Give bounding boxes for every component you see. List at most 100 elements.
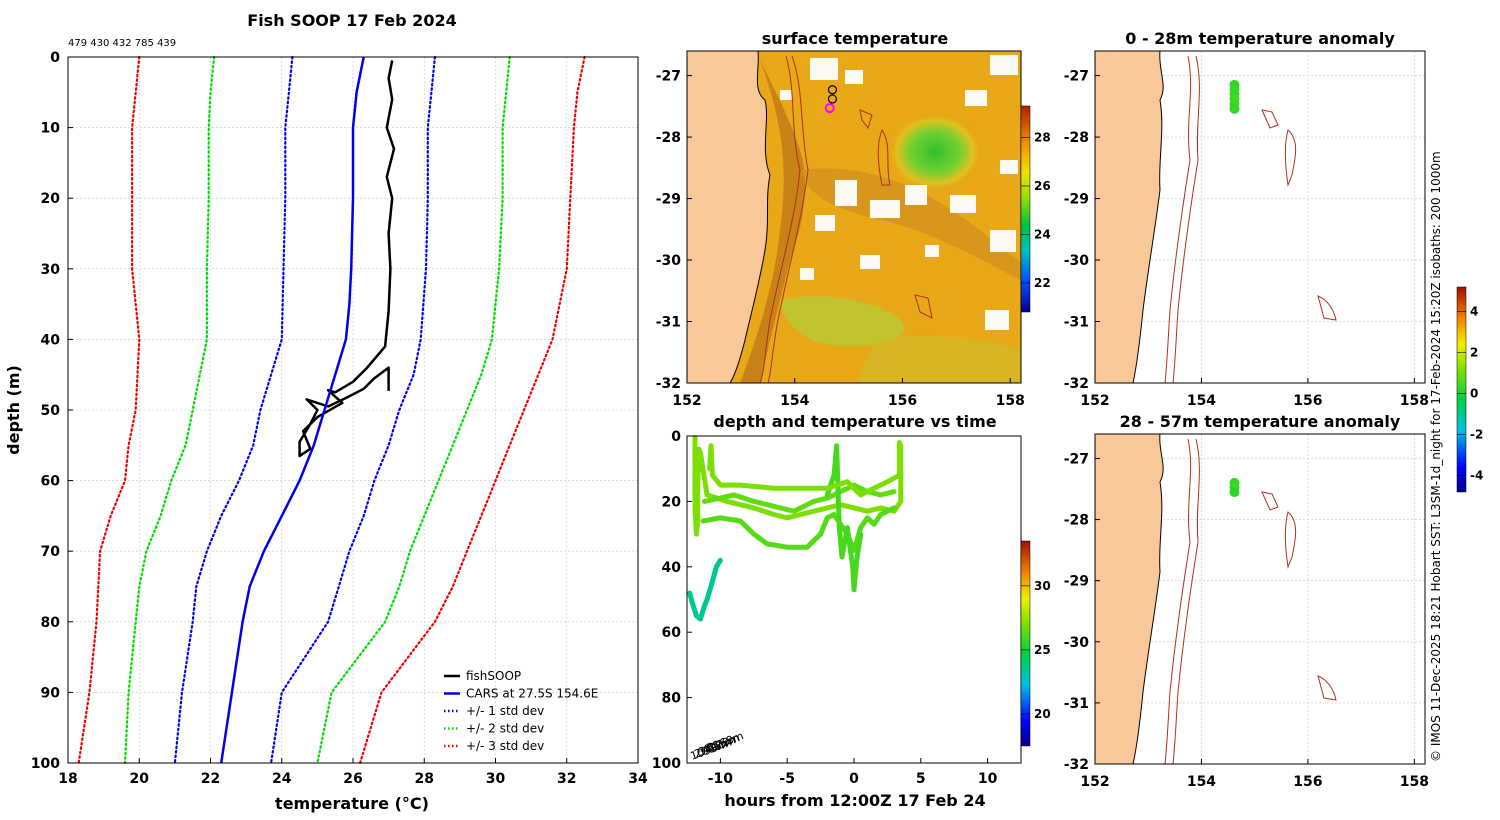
anomaly-lower-ytick-label: -32 xyxy=(1064,757,1089,773)
anomaly-lower-xtick-label: 156 xyxy=(1293,774,1322,790)
anomaly-upper-ticks: 152 154 156 158 -27 -28 -29 -30 -31 -32 xyxy=(1064,69,1429,409)
profile-legend: fishSOOP CARS at 27.5S 154.6E +/- 1 std de… xyxy=(444,669,598,753)
sst-position-marker xyxy=(824,103,835,114)
anomaly-colorbar-label: 0 xyxy=(1470,387,1478,401)
profile-ytick-label: 20 xyxy=(41,191,61,207)
timeseries-xtick-label: 0 xyxy=(849,771,859,787)
sst-colorbar-ticks: 22 24 26 28 xyxy=(1021,131,1051,290)
timeseries-ytick-label: 60 xyxy=(662,625,682,641)
profile-series-line xyxy=(173,55,294,765)
anomaly-lower-anomaly-point xyxy=(1229,487,1240,498)
profile-xtick-label: 20 xyxy=(130,771,150,787)
anomaly-lower-seamount-3 xyxy=(1317,675,1337,701)
sst-cold-eddy xyxy=(887,112,983,192)
timeseries-xtick-label: 5 xyxy=(916,771,926,787)
sst-panel: surface temperature xyxy=(656,29,1051,409)
profile-xtick-label: 18 xyxy=(58,771,77,787)
anomaly-lower-isobath-1000 xyxy=(1172,438,1200,764)
sst-cloud-mask xyxy=(780,55,1018,330)
anomaly-upper-map xyxy=(1095,51,1337,383)
sst-colorbar xyxy=(1020,105,1031,313)
anomaly-lower-ytick-label: -30 xyxy=(1064,635,1090,651)
profile-ytick-label: 0 xyxy=(50,50,60,66)
anomaly-lower-ytick-label: -29 xyxy=(1064,574,1089,590)
sst-ytick-label: -28 xyxy=(656,130,681,146)
anomaly-lower-map xyxy=(1095,434,1337,764)
sst-markers xyxy=(824,85,838,114)
sst-south-patch xyxy=(860,335,1021,383)
timeseries-colorbar-label: 30 xyxy=(1034,579,1051,593)
profile-ticks: 18 20 22 24 26 28 30 32 34 0 10 20 30 40 50 60 70 80 90 100 xyxy=(31,50,648,787)
anomaly-lower-ytick-label: -31 xyxy=(1064,696,1089,712)
sst-cool-patch xyxy=(780,296,905,347)
anomaly-upper-xtick-label: 156 xyxy=(1293,393,1322,409)
anomaly-upper-isobath-200 xyxy=(1164,55,1192,383)
profile-series-line xyxy=(77,55,141,765)
sst-ytick-label: -32 xyxy=(656,376,681,392)
profile-xtick-label: 22 xyxy=(201,771,220,787)
timeseries-ytick-label: 20 xyxy=(662,494,682,510)
profile-series-line xyxy=(270,55,436,765)
anomaly-lower-xtick-label: 152 xyxy=(1080,774,1109,790)
anomaly-upper-xtick-label: 152 xyxy=(1080,393,1109,409)
timeseries-colorbar-label: 25 xyxy=(1034,643,1051,657)
profile-title: Fish SOOP 17 Feb 2024 xyxy=(247,11,456,30)
anomaly-upper-land xyxy=(1095,51,1164,383)
sst-ytick-label: -31 xyxy=(656,315,681,331)
timeseries-trace xyxy=(687,557,723,622)
sst-ytick-label: -27 xyxy=(656,69,681,85)
profile-ytick-label: 60 xyxy=(41,474,61,490)
profile-series-line xyxy=(298,60,396,458)
footer-credit: © IMOS 11-Dec-2025 18:21 Hobart SST: L3S… xyxy=(1429,151,1443,762)
timeseries-xtick-label: -5 xyxy=(779,771,795,787)
anomaly-lower-xtick-label: 158 xyxy=(1400,774,1429,790)
anomaly-upper-ytick-label: -27 xyxy=(1064,69,1089,85)
timeseries-trace xyxy=(700,505,897,553)
profile-ytick-label: 50 xyxy=(41,403,61,419)
sst-seamount-3 xyxy=(914,294,933,319)
anomaly-upper-isobath-1000 xyxy=(1172,55,1200,383)
sst-xtick-label: 158 xyxy=(996,393,1025,409)
sst-xtick-label: 156 xyxy=(888,393,917,409)
sst-xtick-label: 152 xyxy=(672,393,701,409)
anomaly-upper-ytick-label: -31 xyxy=(1064,315,1089,331)
profile-ytick-label: 100 xyxy=(31,756,60,772)
profile-legend-label: +/- 2 std dev xyxy=(466,722,544,736)
sst-ytick-label: -30 xyxy=(656,253,682,269)
anomaly-colorbar-label: 4 xyxy=(1470,305,1478,319)
sst-warm-current xyxy=(740,60,806,383)
timeseries-xtick-label: -10 xyxy=(708,771,734,787)
anomaly-upper-axes-frame xyxy=(1094,50,1426,384)
timeseries-ytick-label: 40 xyxy=(662,560,682,576)
sst-map xyxy=(687,51,1021,383)
sst-colorbar-label: 26 xyxy=(1034,179,1051,193)
profile-xtick-label: 30 xyxy=(486,771,506,787)
anomaly-upper-ytick-label: -32 xyxy=(1064,376,1089,392)
anomaly-lower-land xyxy=(1095,434,1164,764)
timeseries-ytick-label: 100 xyxy=(652,756,681,772)
timeseries-ytick-label: 80 xyxy=(662,691,682,707)
sst-land xyxy=(687,51,771,383)
profile-legend-label: +/- 3 std dev xyxy=(466,739,544,753)
sst-title: surface temperature xyxy=(762,29,949,48)
sst-colorbar-label: 24 xyxy=(1034,227,1051,241)
anomaly-colorbar xyxy=(1456,286,1467,493)
profile-ytick-label: 70 xyxy=(41,544,61,560)
timeseries-ytick-label: 0 xyxy=(671,429,681,445)
sst-seamount-1 xyxy=(877,128,891,186)
profile-ylabel: depth (m) xyxy=(4,365,23,455)
profile-xtick-label: 26 xyxy=(343,771,362,787)
anomaly-upper-ytick-label: -30 xyxy=(1064,253,1090,269)
profile-ytick-label: 90 xyxy=(41,685,61,701)
sst-ticks: 152 154 156 158 -27 -28 -29 -30 -31 -32 xyxy=(656,69,1025,409)
timeseries-panel: depth and temperature vs time -10 -5 0 5 100… xyxy=(652,412,1051,810)
anomaly-lower-title: 28 - 57m temperature anomaly xyxy=(1120,412,1401,431)
profile-xtick-label: 28 xyxy=(415,771,434,787)
anomaly-upper-seamount-1 xyxy=(1261,109,1279,129)
anomaly-lower-ytick-label: -27 xyxy=(1064,451,1089,467)
profile-series-line xyxy=(219,56,365,764)
timeseries-colorbar-label: 20 xyxy=(1034,707,1051,721)
